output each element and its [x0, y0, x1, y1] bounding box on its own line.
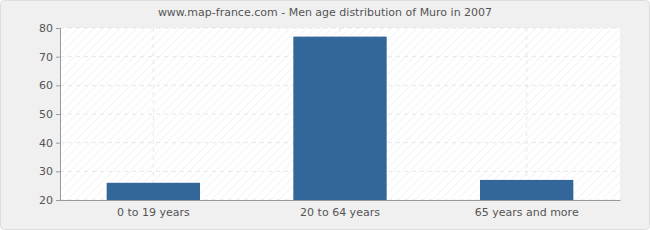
- chart: www.map-france.com - Men age distributio…: [0, 0, 650, 230]
- tick: 50: [39, 108, 60, 121]
- tick: 80: [39, 22, 60, 35]
- axis-line: [56, 29, 61, 201]
- tick-label: 20: [39, 194, 53, 207]
- tick-label: 60: [39, 79, 53, 92]
- tick: 65 years and more: [475, 200, 579, 219]
- tick-label: 30: [39, 165, 53, 178]
- tick-label: 65 years and more: [475, 206, 579, 219]
- plot-area: [60, 28, 620, 200]
- tick-mark: [56, 171, 60, 172]
- tick-mark: [56, 114, 60, 115]
- title: www.map-france.com - Men age distributio…: [158, 6, 492, 19]
- grid: [60, 28, 620, 200]
- tick-label: 70: [39, 51, 53, 64]
- x-axis: 0 to 19 years 20 to 64 years 65 years and …: [61, 200, 621, 219]
- tick: 60: [39, 79, 60, 92]
- axis-line: [61, 200, 621, 201]
- tick: 0 to 19 years: [117, 200, 190, 219]
- tick-mark: [56, 200, 60, 201]
- tick: 20 to 64 years: [300, 200, 380, 219]
- tick-label: 50: [39, 108, 53, 121]
- tick-label: 20 to 64 years: [300, 206, 380, 219]
- bar: [293, 37, 386, 200]
- grid-line: [153, 28, 154, 200]
- tick-label: 0 to 19 years: [117, 206, 190, 219]
- grid-line: [526, 28, 527, 200]
- tick-label: 80: [39, 22, 53, 35]
- tick: 40: [39, 137, 60, 150]
- tick-mark: [56, 57, 60, 58]
- background: [1, 1, 650, 230]
- tick-mark: [56, 28, 60, 29]
- tick-mark: [56, 143, 60, 144]
- y-axis: 20 30 40 50 60 70 80: [39, 22, 61, 207]
- tick: 70: [39, 51, 60, 64]
- bar: [480, 180, 573, 200]
- tick-label: 40: [39, 137, 53, 150]
- tick: 30: [39, 165, 60, 178]
- tick: 20: [39, 194, 60, 207]
- tick-mark: [56, 85, 60, 86]
- bar: [107, 183, 200, 200]
- bars: [107, 37, 574, 200]
